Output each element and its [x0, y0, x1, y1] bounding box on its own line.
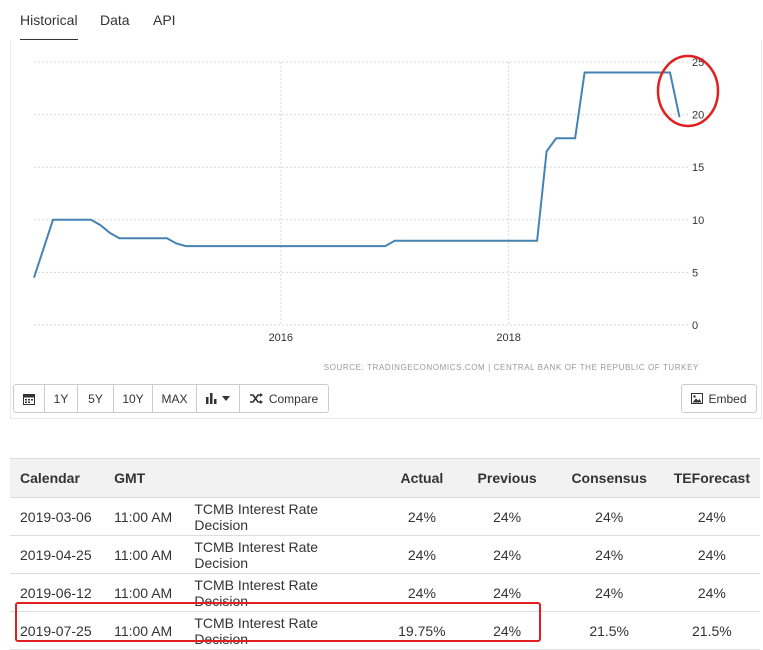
header-actual[interactable]: Actual: [384, 458, 460, 498]
cell-teforecast: 24%: [663, 497, 760, 536]
cell-previous: 24%: [459, 573, 555, 612]
cell-event[interactable]: TCMB Interest Rate Decision: [184, 611, 385, 650]
table-header-row: Calendar GMT Actual Previous Consensus T…: [10, 458, 760, 498]
cell-previous: 24%: [459, 497, 555, 536]
y-tick-label: 10: [692, 215, 704, 227]
chart-container: 0 5 10 15 20 25 2016 2018 SOURCE: TRADINGECONO…: [10, 40, 762, 419]
calendar-icon: [23, 393, 35, 405]
y-tick-label: 20: [692, 110, 704, 122]
header-consensus[interactable]: Consensus: [554, 458, 664, 498]
cell-event[interactable]: TCMB Interest Rate Decision: [184, 535, 385, 574]
y-tick-label: 0: [692, 320, 698, 332]
caret-down-icon: [222, 396, 230, 401]
x-tick-label: 2016: [269, 332, 293, 344]
header-previous[interactable]: Previous: [459, 458, 555, 498]
cell-time: 11:00 AM: [104, 611, 185, 650]
range-button-group: 1Y 5Y 10Y MAX Compare: [13, 384, 329, 413]
cell-consensus: 24%: [554, 535, 664, 574]
embed-button[interactable]: Embed: [681, 384, 757, 413]
table-body: 2019-03-06 11:00 AM TCMB Interest Rate Dec…: [10, 497, 760, 650]
cell-actual: 24%: [384, 573, 460, 612]
range-10y-button[interactable]: 10Y: [113, 384, 153, 413]
tab-historical[interactable]: Historical: [20, 0, 78, 41]
table-row: 2019-06-12 11:00 AM TCMB Interest Rate Dec…: [10, 573, 760, 612]
shuffle-icon: [249, 393, 263, 404]
compare-button[interactable]: Compare: [239, 384, 329, 413]
tab-api[interactable]: API: [153, 12, 176, 28]
cell-date: 2019-06-12: [10, 573, 105, 612]
range-1y-button[interactable]: 1Y: [44, 384, 78, 413]
cell-previous: 24%: [459, 611, 555, 650]
header-event: [184, 458, 385, 498]
chart-source: SOURCE: TRADINGECONOMICS.COM | CENTRAL B…: [324, 363, 699, 372]
calendar-table: Calendar GMT Actual Previous Consensus T…: [10, 458, 760, 650]
header-teforecast[interactable]: TEForecast: [663, 458, 760, 498]
tab-data[interactable]: Data: [100, 12, 130, 28]
x-tick-labels: 2016 2018: [269, 332, 521, 344]
y-tick-label: 15: [692, 162, 704, 174]
table-row: 2019-03-06 11:00 AM TCMB Interest Rate Dec…: [10, 497, 760, 536]
cell-teforecast: 24%: [663, 573, 760, 612]
table-row: 2019-07-25 11:00 AM TCMB Interest Rate Dec…: [10, 611, 760, 650]
cell-teforecast: 24%: [663, 535, 760, 574]
cell-actual: 19.75%: [384, 611, 460, 650]
cell-actual: 24%: [384, 535, 460, 574]
header-calendar[interactable]: Calendar: [10, 458, 105, 498]
image-icon: [691, 393, 704, 404]
compare-label: Compare: [268, 391, 319, 406]
range-5y-button[interactable]: 5Y: [77, 384, 114, 413]
cell-actual: 24%: [384, 497, 460, 536]
cell-teforecast: 21.5%: [663, 611, 760, 650]
chart-grid: [34, 61, 689, 326]
highlight-circle: [656, 54, 720, 128]
cell-previous: 24%: [459, 535, 555, 574]
cell-consensus: 21.5%: [554, 611, 664, 650]
cell-consensus: 24%: [554, 497, 664, 536]
cell-date: 2019-07-25: [10, 611, 105, 650]
cell-date: 2019-04-25: [10, 535, 105, 574]
cell-date: 2019-03-06: [10, 497, 105, 536]
embed-label: Embed: [708, 391, 747, 406]
tab-bar: Historical Data API: [10, 0, 760, 41]
cell-time: 11:00 AM: [104, 497, 185, 536]
range-max-button[interactable]: MAX: [152, 384, 197, 413]
series-line: [33, 71, 681, 279]
table-row: 2019-04-25 11:00 AM TCMB Interest Rate Dec…: [10, 535, 760, 574]
y-tick-label: 5: [692, 267, 698, 279]
chart-type-button[interactable]: [196, 384, 240, 413]
calendar-button[interactable]: [13, 384, 45, 413]
header-gmt[interactable]: GMT: [104, 458, 185, 498]
bar-chart-icon: [206, 393, 217, 404]
cell-time: 11:00 AM: [104, 573, 185, 612]
x-tick-label: 2018: [496, 332, 520, 344]
cell-time: 11:00 AM: [104, 535, 185, 574]
cell-consensus: 24%: [554, 573, 664, 612]
cell-event[interactable]: TCMB Interest Rate Decision: [184, 573, 385, 612]
cell-event[interactable]: TCMB Interest Rate Decision: [184, 497, 385, 536]
